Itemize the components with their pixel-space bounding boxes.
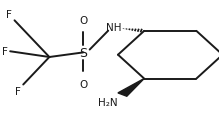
Text: H₂N: H₂N [98,97,118,107]
Polygon shape [118,79,144,96]
Text: F: F [6,10,12,20]
Text: O: O [79,16,87,26]
Text: S: S [79,46,87,59]
Text: NH: NH [106,23,121,33]
Text: F: F [15,86,21,96]
Text: O: O [79,79,87,89]
Text: F: F [2,47,8,57]
